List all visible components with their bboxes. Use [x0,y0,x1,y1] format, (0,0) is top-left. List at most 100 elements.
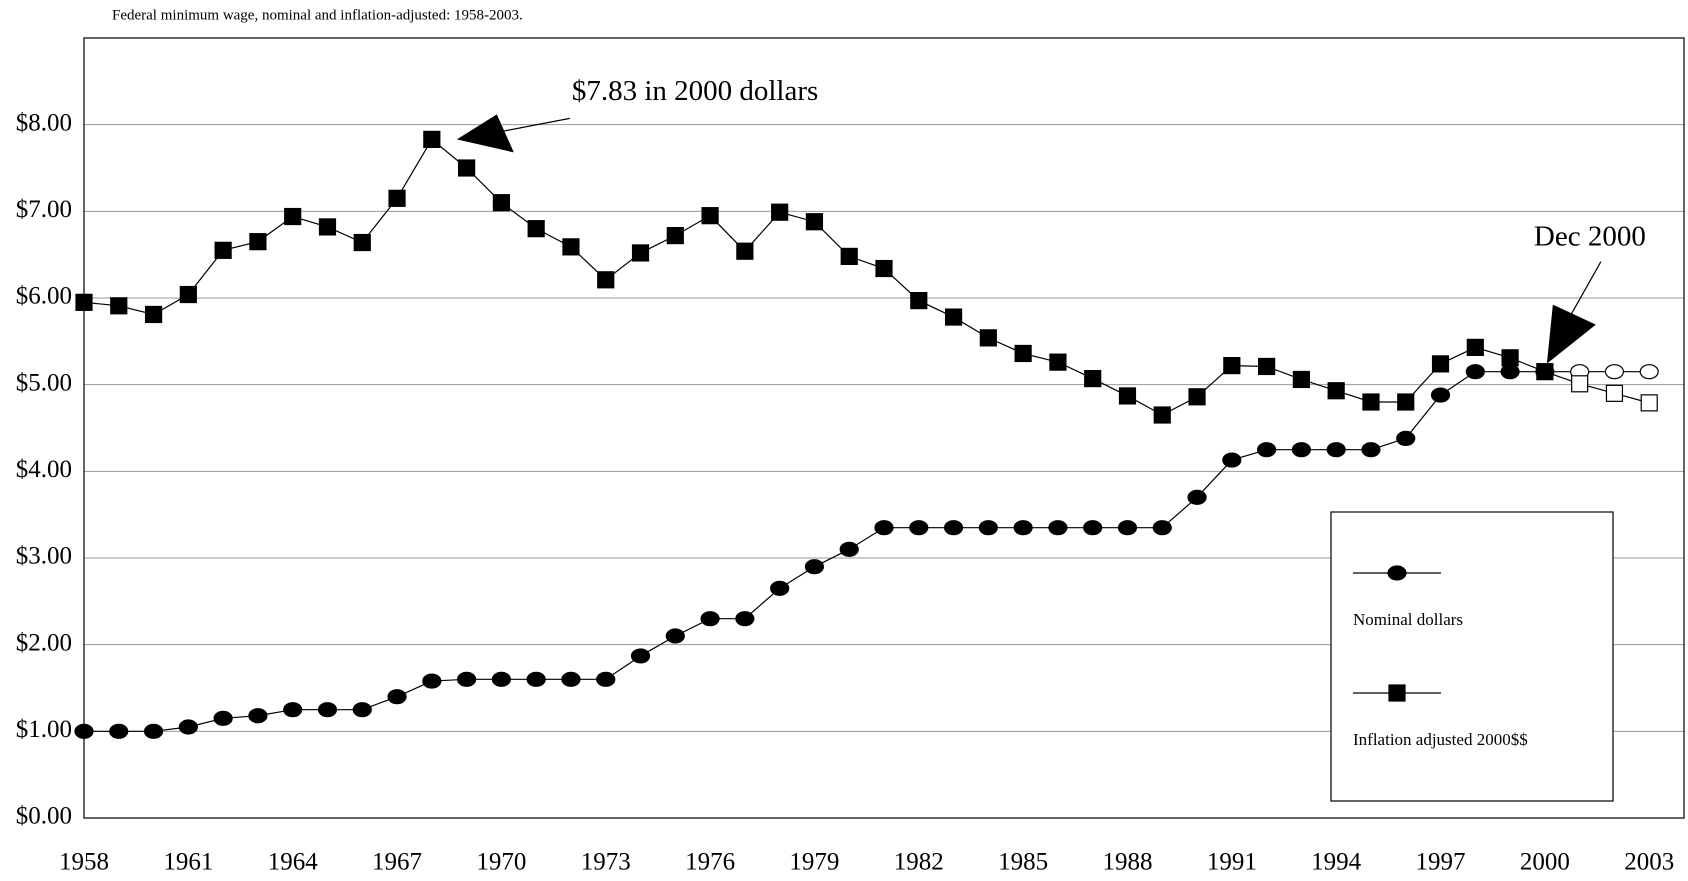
marker [631,244,650,262]
marker [1639,364,1659,380]
marker [1257,442,1277,458]
marker [249,233,267,251]
marker [1430,387,1451,403]
x-tick-label: 1982 [894,849,944,876]
marker [388,189,406,207]
marker [665,628,685,644]
marker [1014,344,1032,363]
y-tick-label: $5.00 [16,369,72,396]
marker [1501,349,1519,367]
marker [214,241,232,259]
marker [353,233,371,252]
marker [1640,394,1658,412]
marker [75,293,93,311]
x-tick-label: 2003 [1624,849,1674,876]
marker [805,213,824,231]
marker [284,207,302,226]
marker [978,520,998,536]
x-tick-label: 1973 [581,849,631,876]
marker [701,207,719,225]
marker [562,238,580,256]
y-tick-label: $6.00 [16,283,72,310]
marker [526,671,546,687]
x-tick-label: 1994 [1311,849,1362,876]
x-tick-label: 2000 [1520,849,1570,876]
y-tick-label: $8.00 [16,109,72,136]
marker [1188,388,1206,406]
annotation-line [1569,261,1602,317]
marker [1153,406,1171,424]
y-tick-label: $4.00 [16,456,72,483]
marker [213,710,233,726]
x-tick-label: 1961 [163,849,213,876]
marker [1049,353,1067,371]
x-tick-label: 1991 [1207,849,1257,876]
marker [144,305,163,324]
annotation-arrow [456,114,514,153]
marker [422,673,442,689]
x-tick-label: 1958 [59,849,109,876]
marker [491,671,511,687]
marker [666,227,684,245]
marker [735,611,755,627]
marker [1048,520,1068,536]
marker [248,708,268,724]
marker [1465,364,1485,380]
marker [387,689,407,705]
x-tick-label: 1967 [372,849,422,876]
marker [700,611,720,627]
legend-marker [1387,565,1407,581]
marker [179,285,197,304]
marker [423,130,441,148]
marker [1292,370,1310,389]
marker [804,559,825,575]
marker [561,671,581,687]
marker [283,702,303,718]
marker [1222,452,1242,468]
marker [736,242,754,260]
marker [979,329,997,347]
marker [1397,393,1415,411]
marker [1013,520,1033,536]
marker [1326,442,1346,458]
marker [909,520,929,536]
marker [839,541,859,557]
plot-frame [83,37,1685,819]
marker [874,520,894,536]
marker [875,259,893,278]
marker [352,702,372,718]
marker [1536,363,1554,381]
x-tick-label: 1988 [1102,849,1152,876]
marker [1605,384,1624,402]
marker [840,247,858,265]
marker [1361,442,1381,458]
x-tick-label: 1964 [268,849,319,876]
marker [910,292,928,310]
marker [317,702,338,718]
marker [1152,520,1172,536]
legend-box [1330,511,1614,802]
marker [630,648,651,664]
marker [771,203,789,221]
marker [1362,393,1380,411]
marker [1431,355,1450,373]
y-tick-label: $1.00 [16,716,72,743]
marker [943,520,964,536]
marker [1466,338,1484,356]
marker [110,297,128,315]
marker [109,723,129,739]
x-tick-label: 1976 [685,849,735,876]
x-tick-label: 1979 [789,849,839,876]
legend-label: Inflation adjusted 2000$$ [1353,730,1528,749]
y-tick-label: $2.00 [16,629,72,656]
annotation: $7.83 in 2000 dollars [572,75,819,107]
marker [1327,382,1345,400]
marker [457,671,477,687]
marker [527,220,545,238]
marker [944,308,963,326]
marker [1117,520,1138,536]
x-tick-label: 1970 [476,849,526,876]
y-tick-label: $3.00 [16,543,72,570]
marker [1118,387,1137,405]
marker [143,723,164,739]
